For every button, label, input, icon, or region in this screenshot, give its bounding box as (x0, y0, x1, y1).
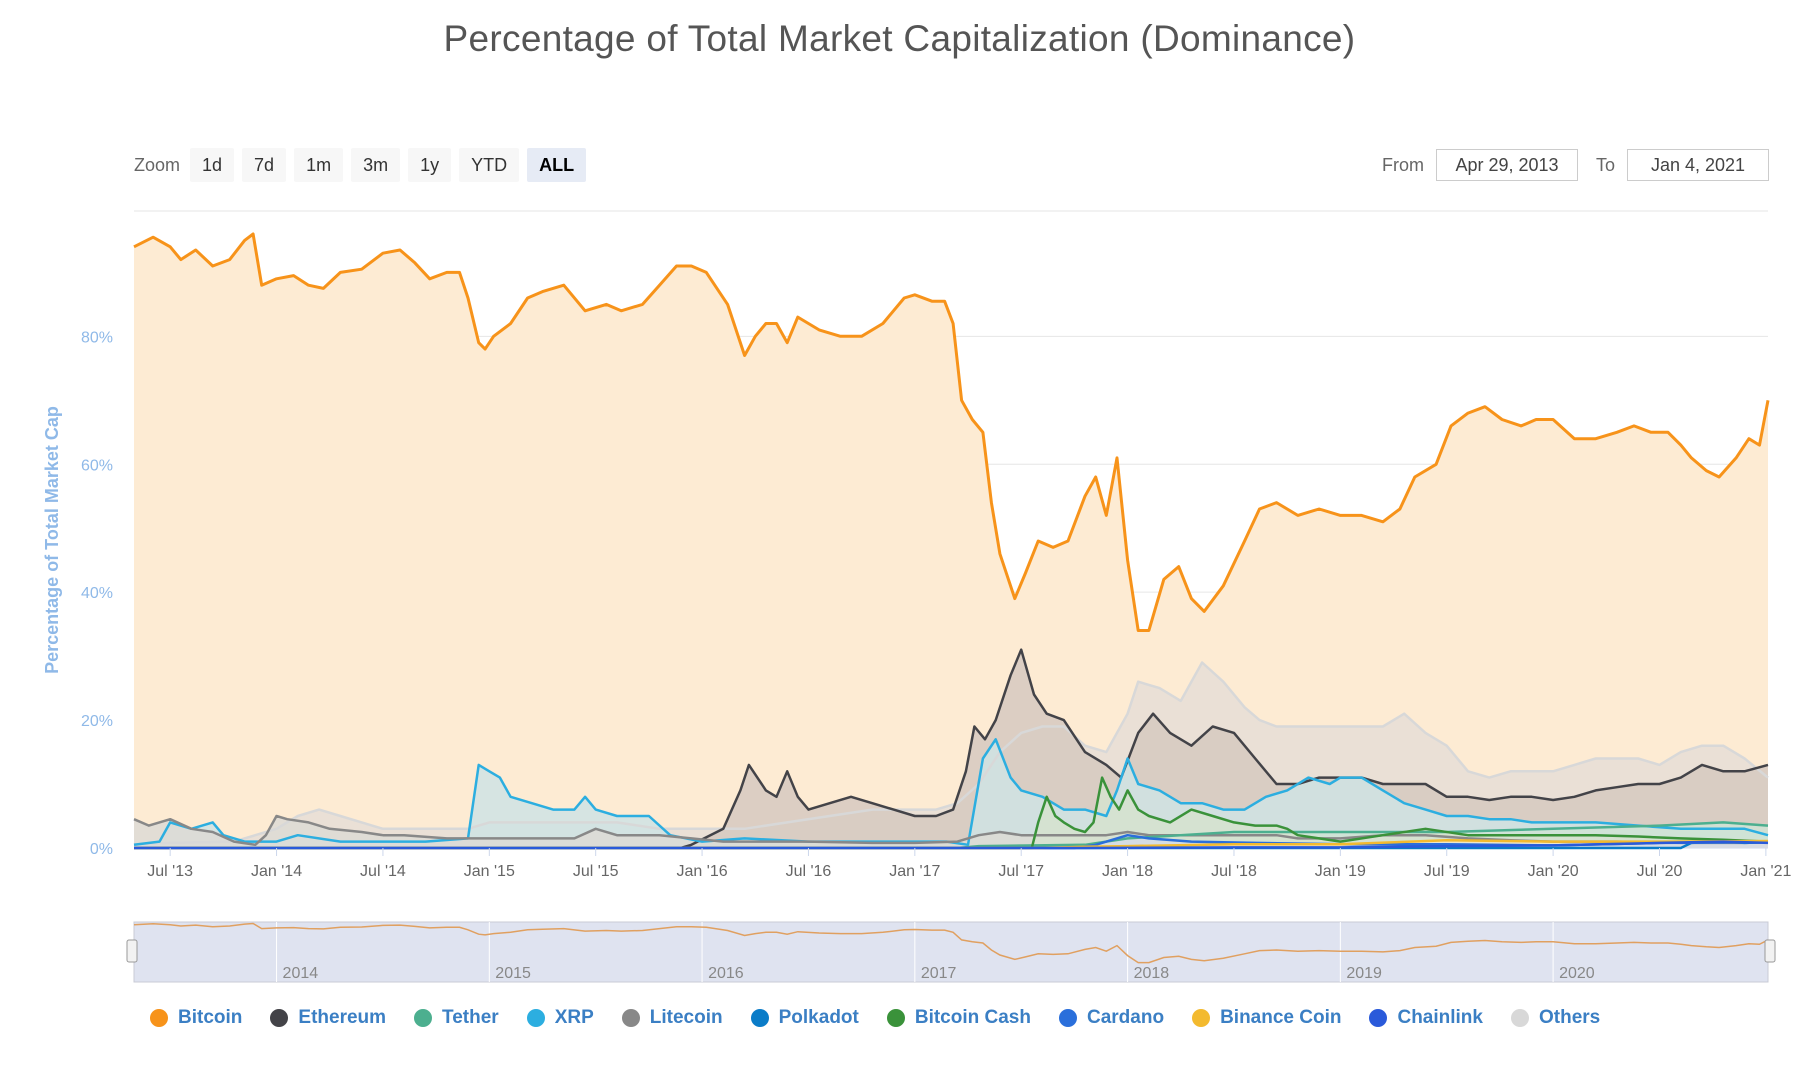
series-areas (134, 234, 1768, 848)
x-tick-label: Jan '20 (1528, 863, 1579, 880)
area-xrp (134, 739, 1768, 848)
legend-item-chainlink[interactable]: Chainlink (1369, 1007, 1483, 1029)
legend-label: Bitcoin Cash (914, 1007, 1031, 1028)
x-tick-label: Jul '16 (786, 863, 832, 880)
legend-item-bitcoin-cash[interactable]: Bitcoin Cash (886, 1007, 1031, 1029)
from-date-input[interactable]: Apr 29, 2013 (1435, 149, 1578, 181)
x-tick-label: Jan '21 (1740, 863, 1791, 880)
y-tick-label: 60% (81, 457, 113, 474)
legend-marker (886, 1009, 905, 1027)
navigator-year-label: 2020 (1559, 965, 1595, 982)
line-litecoin[interactable] (133, 814, 1769, 847)
y-tick-label: 20% (81, 713, 113, 730)
zoom-button-3m[interactable]: 3m (351, 148, 401, 182)
legend-label: Ethereum (298, 1007, 387, 1028)
line-bitcoin-cash[interactable] (134, 776, 1769, 850)
x-tick-label: Jan '18 (1102, 863, 1153, 880)
x-tick-label: Jan '19 (1315, 863, 1366, 880)
date-range-selector: From Apr 29, 2013 To Jan 4, 2021 (1382, 148, 1769, 182)
line-ethereum[interactable] (134, 648, 1769, 850)
x-tick-label: Jan '15 (464, 863, 515, 880)
navigator-year-label: 2016 (708, 965, 744, 982)
legend-item-polkadot[interactable]: Polkadot (750, 1007, 859, 1029)
legend-marker (526, 1009, 545, 1027)
zoom-label: Zoom (134, 154, 181, 175)
navigator-year-label: 2017 (921, 965, 957, 982)
legend-item-xrp[interactable]: XRP (526, 1007, 594, 1029)
legend-marker (621, 1009, 640, 1027)
x-tick-label: Jan '16 (677, 863, 728, 880)
navigator-separators (276, 922, 1554, 982)
y-tick-label: 0% (90, 841, 113, 858)
navigator-year-label: 2015 (495, 965, 531, 982)
zoom-button-7d[interactable]: 7d (242, 148, 287, 182)
x-axis-ticks: Jul '13 Jan '14 Jul '14 Jan '15 Jul '15 Jan '… (147, 848, 1792, 880)
legend-label: XRP (554, 1007, 594, 1028)
legend-label: Bitcoin (178, 1007, 243, 1028)
legend-marker (414, 1009, 433, 1027)
legend-label: Litecoin (649, 1007, 723, 1028)
range-navigator[interactable]: 2014 2015 2016 2017 2018 2019 2020 (126, 921, 1776, 983)
legend-marker (1369, 1009, 1388, 1027)
navigator-left-handle[interactable] (126, 939, 138, 963)
line-chainlink[interactable] (134, 840, 1769, 850)
navigator-right-handle[interactable] (1764, 939, 1776, 963)
area-bitcoin (134, 234, 1768, 848)
x-tick-label: Jul '14 (360, 863, 406, 880)
line-others[interactable] (133, 661, 1769, 847)
legend-marker (270, 1009, 289, 1027)
legend-label: Others (1538, 1007, 1601, 1028)
legend-item-cardano[interactable]: Cardano (1058, 1007, 1165, 1029)
zoom-button-1d[interactable]: 1d (190, 148, 235, 182)
navigator-year-labels: 2014 2015 2016 2017 2018 2019 2020 (283, 965, 1595, 982)
x-tick-label: Jul '15 (573, 863, 619, 880)
legend-item-bitcoin[interactable]: Bitcoin (150, 1007, 242, 1029)
legend-item-litecoin[interactable]: Litecoin (621, 1007, 723, 1029)
x-tick-label: Jul '20 (1637, 863, 1683, 880)
legend-item-ethereum[interactable]: Ethereum (270, 1007, 386, 1029)
legend-label: Tether (442, 1007, 499, 1028)
navigator-year-label: 2014 (283, 965, 319, 982)
y-tick-label: 80% (81, 329, 113, 346)
y-axis-title: Percentage of Total Market Cap (42, 406, 62, 674)
to-date-input[interactable]: Jan 4, 2021 (1627, 149, 1769, 181)
line-tether[interactable] (134, 821, 1769, 850)
legend-label: Chainlink (1397, 1007, 1483, 1028)
legend-marker (150, 1009, 168, 1027)
zoom-button-1m[interactable]: 1m (294, 148, 344, 182)
x-tick-label: Jul '18 (1211, 863, 1257, 880)
y-axis-ticks: 0% 20% 40% 60% 80% (81, 329, 113, 858)
line-xrp[interactable] (133, 738, 1769, 847)
legend-label: Binance Coin (1220, 1007, 1342, 1028)
from-label: From (1381, 154, 1424, 175)
navigator-year-label: 2018 (1134, 965, 1170, 982)
legend-item-tether[interactable]: Tether (414, 1007, 499, 1029)
legend-marker (750, 1009, 769, 1027)
legend-marker (1058, 1009, 1077, 1027)
chart-title: Percentage of Total Market Capitalizatio… (443, 18, 1356, 59)
legend-item-binance-coin[interactable]: Binance Coin (1192, 1007, 1341, 1029)
legend-item-others[interactable]: Others (1510, 1007, 1601, 1029)
to-label: To (1595, 154, 1615, 175)
zoom-button-1y[interactable]: 1y (408, 148, 452, 182)
legend-marker (1510, 1009, 1529, 1027)
x-tick-label: Jan '17 (889, 863, 940, 880)
zoom-button-ytd[interactable]: YTD (459, 148, 520, 182)
zoom-button-all[interactable]: ALL (527, 148, 587, 182)
x-tick-label: Jan '14 (251, 863, 302, 880)
navigator-year-label: 2019 (1346, 965, 1382, 982)
x-tick-label: Jul '17 (998, 863, 1044, 880)
legend-label: Polkadot (778, 1007, 859, 1028)
x-tick-label: Jul '13 (147, 863, 193, 880)
y-tick-label: 40% (81, 585, 113, 602)
navigator-series-line (133, 922, 1769, 964)
series-lines (133, 232, 1770, 850)
line-bitcoin[interactable] (133, 232, 1770, 632)
x-tick-label: Jul '19 (1424, 863, 1470, 880)
legend: Bitcoin Ethereum Tether XRP Litecoin Polkadot… (150, 1003, 1628, 1033)
legend-marker (1192, 1009, 1211, 1027)
legend-label: Cardano (1086, 1007, 1165, 1028)
zoom-toolbar: Zoom 1d 7d 1m 3m 1y YTD ALL (134, 148, 594, 182)
